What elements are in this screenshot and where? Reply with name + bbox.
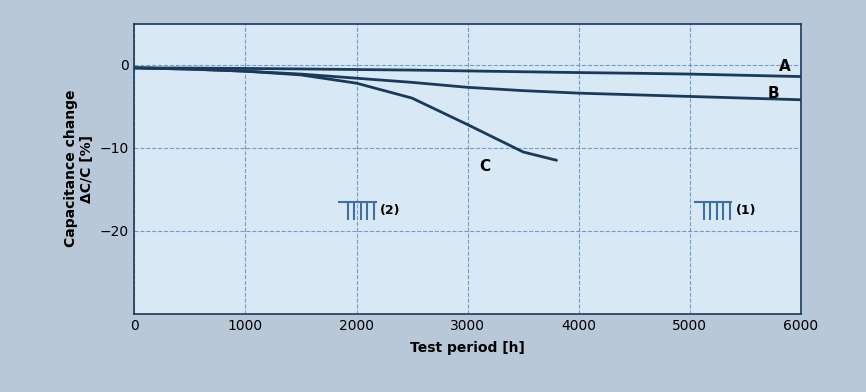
Text: C: C <box>479 159 490 174</box>
X-axis label: Test period [h]: Test period [h] <box>410 341 525 356</box>
Text: (1): (1) <box>735 204 756 217</box>
Text: A: A <box>779 59 791 74</box>
Text: B: B <box>768 87 779 102</box>
Text: (2): (2) <box>380 204 400 217</box>
Y-axis label: Capacitance change
ΔC/C [%]: Capacitance change ΔC/C [%] <box>64 90 94 247</box>
